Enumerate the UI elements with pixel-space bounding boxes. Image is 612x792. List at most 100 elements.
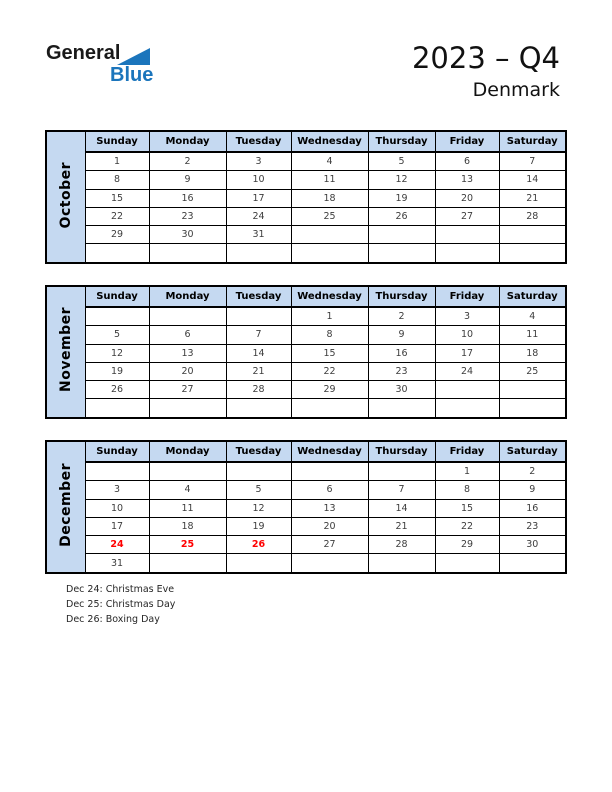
day-cell: 10 xyxy=(434,325,500,345)
page-title: 2023 – Q4 xyxy=(411,41,560,75)
logo-text-blue: Blue xyxy=(110,64,154,86)
day-cell: 23 xyxy=(498,516,567,537)
empty-cell xyxy=(434,225,500,245)
day-cell: 6 xyxy=(148,325,227,345)
day-header-saturday: Saturday xyxy=(498,440,567,463)
day-cell: 2 xyxy=(498,461,567,482)
empty-cell xyxy=(290,398,369,419)
day-cell: 18 xyxy=(148,516,227,537)
general-blue-logo: General Blue xyxy=(46,42,156,88)
day-cell: 29 xyxy=(434,535,500,555)
day-cell: 21 xyxy=(225,361,292,382)
logo-triangle-icon xyxy=(117,48,150,65)
day-cell: 30 xyxy=(148,225,227,245)
empty-cell xyxy=(367,225,436,245)
day-cell: 5 xyxy=(367,151,436,172)
day-cell: 3 xyxy=(225,151,292,172)
empty-cell xyxy=(225,243,292,264)
day-cell: 4 xyxy=(290,151,369,172)
day-cell: 4 xyxy=(148,480,227,500)
empty-cell xyxy=(84,243,150,264)
day-cell: 14 xyxy=(498,170,567,190)
week-row: 22 23 24 25 26 27 28 xyxy=(46,206,567,227)
empty-cell xyxy=(225,461,292,482)
day-cell: 13 xyxy=(148,343,227,363)
week-row: 31 xyxy=(46,553,567,574)
day-header-wednesday: Wednesday xyxy=(290,130,369,153)
day-cell: 26 xyxy=(84,380,150,400)
day-cell: 24 xyxy=(434,361,500,382)
week-row: 5 6 7 8 9 10 11 xyxy=(46,325,567,345)
empty-cell xyxy=(498,553,567,574)
empty-cell xyxy=(434,243,500,264)
empty-cell xyxy=(367,398,436,419)
day-cell: 25 xyxy=(498,361,567,382)
day-cell: 11 xyxy=(290,170,369,190)
day-cell: 12 xyxy=(367,170,436,190)
empty-cell xyxy=(434,553,500,574)
day-header-thursday: Thursday xyxy=(367,130,436,153)
month-label-december: December xyxy=(45,440,86,574)
holiday-day-cell: 25 xyxy=(148,535,227,555)
day-cell: 19 xyxy=(84,361,150,382)
empty-cell xyxy=(367,461,436,482)
day-cell: 12 xyxy=(84,343,150,363)
day-header-tuesday: Tuesday xyxy=(225,285,292,308)
day-header-sunday: Sunday xyxy=(84,285,150,308)
empty-cell xyxy=(225,306,292,327)
month-label-october: October xyxy=(45,130,86,264)
day-cell: 9 xyxy=(367,325,436,345)
day-cell: 11 xyxy=(498,325,567,345)
day-cell: 10 xyxy=(84,498,150,518)
day-cell: 27 xyxy=(434,206,500,227)
empty-cell xyxy=(148,243,227,264)
week-row: 19 20 21 22 23 24 25 xyxy=(46,361,567,382)
empty-cell xyxy=(434,380,500,400)
month-name-text: October xyxy=(57,161,74,229)
day-cell: 16 xyxy=(148,188,227,208)
month-label-november: November xyxy=(45,285,86,419)
week-row: 10 11 12 13 14 15 16 xyxy=(46,498,567,518)
day-header-monday: Monday xyxy=(148,440,227,463)
day-cell: 30 xyxy=(367,380,436,400)
day-cell: 22 xyxy=(434,516,500,537)
day-cell: 15 xyxy=(84,188,150,208)
day-cell: 30 xyxy=(498,535,567,555)
day-cell: 20 xyxy=(148,361,227,382)
day-cell: 29 xyxy=(290,380,369,400)
day-cell: 7 xyxy=(367,480,436,500)
day-cell: 5 xyxy=(84,325,150,345)
day-cell: 5 xyxy=(225,480,292,500)
day-cell: 21 xyxy=(498,188,567,208)
week-row: 12 13 14 15 16 17 18 xyxy=(46,343,567,363)
day-header-saturday: Saturday xyxy=(498,285,567,308)
empty-cell xyxy=(84,461,150,482)
day-cell: 18 xyxy=(498,343,567,363)
day-cell: 2 xyxy=(367,306,436,327)
day-cell: 1 xyxy=(84,151,150,172)
day-cell: 6 xyxy=(290,480,369,500)
day-cell: 16 xyxy=(367,343,436,363)
week-row: 24 25 26 27 28 29 30 xyxy=(46,535,567,555)
month-name-text: December xyxy=(57,462,74,547)
day-cell: 31 xyxy=(225,225,292,245)
day-header-wednesday: Wednesday xyxy=(290,440,369,463)
day-header-friday: Friday xyxy=(434,440,500,463)
day-cell: 16 xyxy=(498,498,567,518)
empty-cell xyxy=(498,380,567,400)
day-cell: 19 xyxy=(367,188,436,208)
day-cell: 17 xyxy=(225,188,292,208)
day-cell: 1 xyxy=(290,306,369,327)
day-cell: 14 xyxy=(225,343,292,363)
empty-cell xyxy=(434,398,500,419)
holiday-note: Dec 26: Boxing Day xyxy=(66,613,160,625)
day-cell: 21 xyxy=(367,516,436,537)
day-header-tuesday: Tuesday xyxy=(225,130,292,153)
day-cell: 22 xyxy=(84,206,150,227)
day-cell: 22 xyxy=(290,361,369,382)
holiday-note: Dec 24: Christmas Eve xyxy=(66,584,175,595)
day-cell: 13 xyxy=(290,498,369,518)
